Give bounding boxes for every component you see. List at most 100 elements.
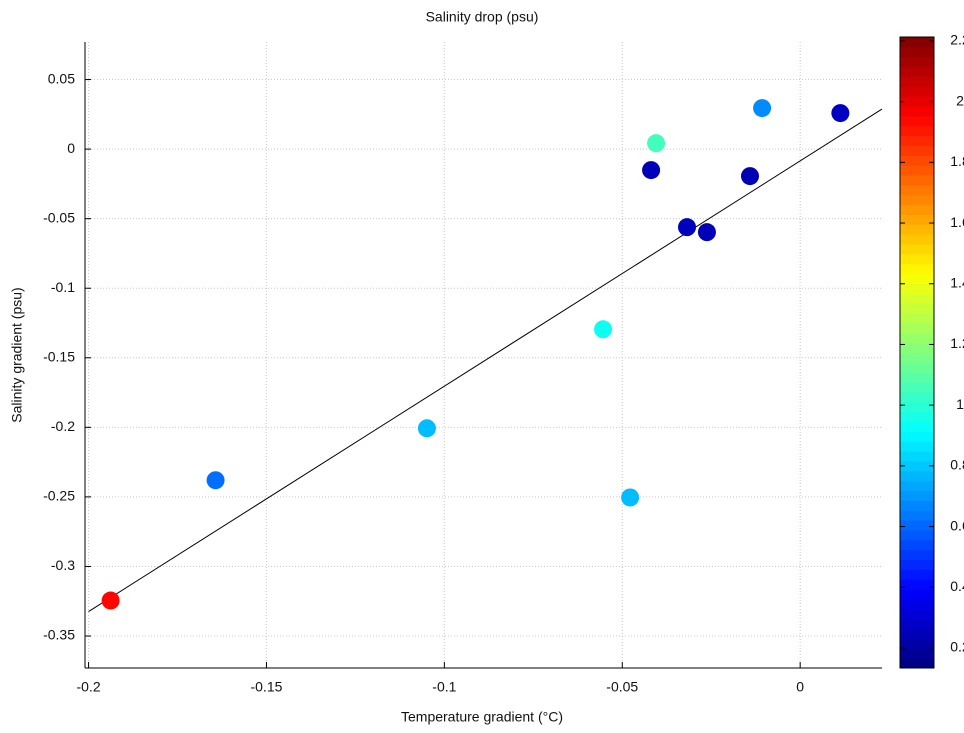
y-axis-label: Salinity gradient (psu)	[9, 287, 25, 422]
colorbar-label: 1.6	[950, 214, 964, 230]
point	[647, 134, 666, 153]
colorbar-cell	[900, 510, 934, 521]
colorbar-cell	[900, 460, 934, 472]
colorbar-cell	[900, 480, 934, 492]
colorbar-cell	[900, 273, 934, 284]
point	[417, 419, 436, 438]
colorbar-cell	[900, 96, 934, 107]
colorbar-cell	[900, 362, 934, 373]
y-tick-label: -0.1	[51, 279, 75, 295]
colorbar-cell	[900, 135, 934, 146]
colorbar-cell	[900, 431, 934, 442]
colorbar-frame	[899, 36, 935, 669]
y-tick-label: -0.05	[43, 209, 75, 225]
y-tick-label: 0.05	[48, 70, 75, 86]
point	[831, 104, 850, 123]
colorbar-label: 2	[956, 92, 964, 108]
y-tick-label: 0	[67, 140, 75, 156]
colorbar-cell	[900, 579, 934, 590]
colorbar-cell	[900, 56, 934, 68]
colorbar-cell	[900, 421, 934, 432]
x-tick-label: -0.1	[432, 679, 456, 695]
y-tick-label: -0.25	[43, 488, 75, 504]
colorbar-cell	[900, 638, 934, 649]
colorbar-cell	[900, 224, 934, 235]
colorbar-cell	[900, 372, 934, 383]
colorbar-cell	[900, 569, 934, 580]
colorbar-cell	[900, 46, 934, 58]
colorbar-label: 0.8	[950, 457, 964, 473]
colorbar-cell	[900, 618, 934, 630]
colorbar-label: 1.8	[950, 153, 964, 169]
chart-title: Salinity drop (psu)	[426, 9, 539, 25]
colorbar-cell	[900, 401, 934, 413]
colorbar-cell	[900, 520, 934, 531]
colorbar-cell	[900, 529, 934, 541]
colorbar-cell	[900, 313, 934, 324]
x-tick-label: -0.2	[76, 679, 100, 695]
colorbar-cell	[900, 214, 934, 225]
point	[678, 218, 697, 237]
colorbar-cell	[900, 194, 934, 206]
x-tick-label: -0.15	[250, 679, 282, 695]
colorbar-cell	[900, 253, 934, 265]
colorbar-cell	[900, 66, 934, 77]
colorbar-cell	[900, 332, 934, 344]
colorbar-cell	[900, 76, 934, 87]
colorbar-cell	[900, 451, 934, 462]
colorbar-cell	[900, 470, 934, 482]
x-tick-label: 0	[796, 679, 804, 695]
point	[621, 488, 640, 507]
point	[642, 161, 661, 180]
colorbar-cell	[900, 175, 934, 186]
colorbar-cell	[900, 441, 934, 452]
colorbar-cell	[900, 559, 934, 570]
colorbar-cell	[900, 490, 934, 501]
colorbar-cell	[900, 539, 934, 551]
colorbar-cell	[900, 549, 934, 561]
colorbar-cell	[900, 598, 934, 610]
colorbar-cell	[900, 352, 934, 363]
colorbar-cell	[900, 293, 934, 304]
colorbar-cell	[900, 86, 934, 97]
y-tick-label: -0.15	[43, 348, 75, 364]
y-tick-label: -0.2	[51, 418, 75, 434]
colorbar-cell	[900, 342, 934, 353]
colorbar-cell	[900, 244, 934, 255]
colorbar-label: 1.2	[950, 335, 964, 351]
colorbar-cell	[900, 234, 934, 245]
colorbar-cell	[900, 500, 934, 511]
colorbar-cell	[900, 658, 934, 669]
colorbar-label: 1	[956, 396, 964, 412]
colorbar-label: 0.6	[950, 517, 964, 533]
colorbar-cell	[900, 628, 934, 639]
point	[594, 320, 613, 339]
colorbar-cell	[900, 589, 934, 600]
colorbar-cell	[900, 204, 934, 215]
colorbar-cell	[900, 391, 934, 403]
y-tick-label: -0.3	[51, 557, 75, 573]
y-tick-label: -0.35	[43, 627, 75, 643]
colorbar-cell	[900, 648, 934, 659]
fit-line	[88, 108, 883, 612]
x-tick-label: -0.05	[606, 679, 638, 695]
point	[206, 471, 225, 490]
colorbar-cell	[900, 106, 934, 117]
colorbar-cell	[900, 184, 934, 196]
colorbar-label: 2.2	[950, 32, 964, 48]
colorbar-cell	[900, 165, 934, 176]
colorbar-cell	[900, 322, 934, 334]
point	[101, 591, 120, 610]
point	[740, 167, 759, 186]
colorbar-cell	[900, 155, 934, 166]
colorbar-label: 0.2	[950, 639, 964, 655]
colorbar-cell	[900, 608, 934, 620]
colorbar-cell	[900, 382, 934, 393]
colorbar-cell	[900, 145, 934, 156]
point	[753, 99, 772, 118]
colorbar-label: 1.4	[950, 274, 964, 290]
colorbar-cell	[900, 37, 934, 48]
colorbar-label: 0.4	[950, 578, 964, 594]
colorbar-cell	[900, 115, 934, 127]
